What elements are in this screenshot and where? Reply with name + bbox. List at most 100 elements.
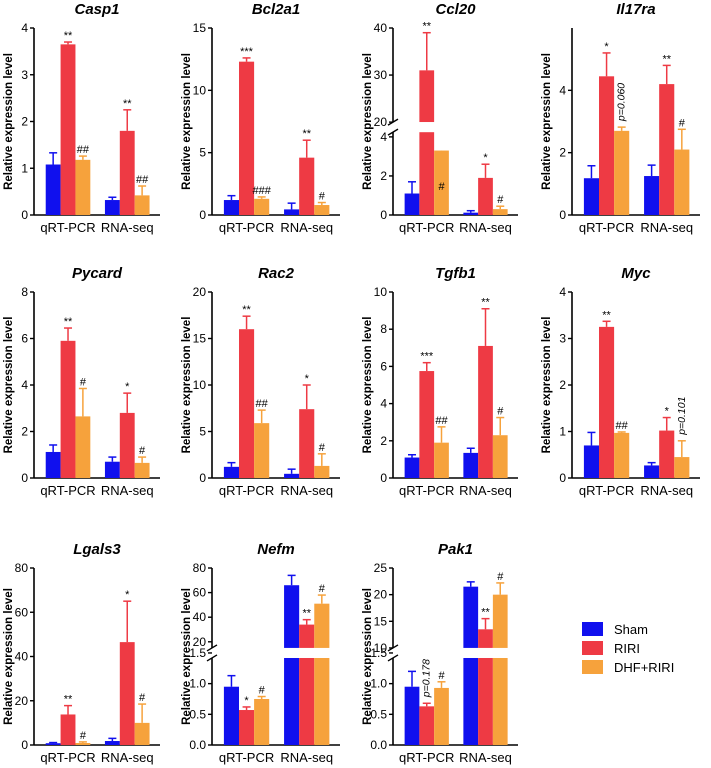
y-tick-label: 0 xyxy=(21,208,28,222)
x-category-label: qRT-PCR xyxy=(219,483,274,498)
legend-label-dhf-riri: DHF+RIRI xyxy=(614,660,674,675)
significance-label: * xyxy=(244,695,249,707)
y-tick-label: 2 xyxy=(380,434,387,448)
significance-label: ** xyxy=(64,30,73,42)
y-tick-label: 10 xyxy=(374,641,388,655)
bar-riri-rna-seq xyxy=(659,84,675,215)
x-category-label: qRT-PCR xyxy=(399,483,454,498)
y-tick-label: 8 xyxy=(21,285,28,299)
bar-dhf-riri-qrt-pcr xyxy=(254,423,270,478)
bar-dhf-riri-qrt-pcr xyxy=(254,198,270,215)
bar-break-gap xyxy=(491,647,509,658)
bar-break-gap xyxy=(313,647,331,658)
significance-label: ** xyxy=(123,98,132,110)
bar-riri-rna-seq-lower xyxy=(299,657,315,745)
significance-label: # xyxy=(80,730,87,742)
bar-riri-rna-seq xyxy=(119,642,135,745)
bar-sham-rna-seq xyxy=(284,209,300,215)
y-tick-label: 4 xyxy=(21,21,28,35)
x-category-label: qRT-PCR xyxy=(579,483,634,498)
x-category-label: RNA-seq xyxy=(640,220,693,235)
y-tick-label: 4 xyxy=(559,83,566,97)
chart-tgfb1: Tgfb1 Relative expression level 0 2 4 6 8 10 qRT… xyxy=(362,265,518,498)
bar-dhf-riri-rna-seq xyxy=(314,465,330,478)
bar-sham-qrt-pcr xyxy=(45,451,61,478)
y-tick-label: 2 xyxy=(21,425,28,439)
y-tick-label: 60 xyxy=(193,586,207,600)
bar-riri-rna-seq xyxy=(478,345,493,478)
bar-riri-rna-seq xyxy=(299,409,315,478)
significance-label: * xyxy=(665,406,670,418)
bar-dhf-riri-rna-seq xyxy=(674,457,690,478)
bar-riri-qrt-pcr xyxy=(599,326,615,478)
y-axis-label: Relative expression level xyxy=(3,317,15,454)
y-tick-label: 0 xyxy=(380,208,387,222)
y-tick-label: 10 xyxy=(374,285,388,299)
significance-label: * xyxy=(604,41,609,53)
bar-riri-qrt-pcr xyxy=(239,329,255,478)
legend-swatch-riri xyxy=(582,641,603,655)
significance-label: # xyxy=(438,181,445,193)
bar-riri-qrt-pcr xyxy=(419,70,435,123)
significance-label: ** xyxy=(302,128,311,140)
bar-sham-qrt-pcr xyxy=(404,686,420,745)
x-category-label: qRT-PCR xyxy=(579,220,634,235)
bar-riri-qrt-pcr xyxy=(60,44,76,215)
bar-break-gap xyxy=(477,647,494,658)
x-category-label: qRT-PCR xyxy=(219,750,274,765)
y-axis-label: Relative expression level xyxy=(3,588,15,725)
significance-label: ** xyxy=(481,297,490,309)
y-tick-label: 2 xyxy=(380,169,387,183)
y-axis-label: Relative expression level xyxy=(541,317,553,454)
bar-riri-qrt-pcr xyxy=(60,340,76,478)
bar-sham-rna-seq xyxy=(644,176,660,215)
significance-label: # xyxy=(139,445,146,457)
bar-riri-rna-seq xyxy=(299,157,315,215)
bar-dhf-riri-qrt-pcr xyxy=(614,130,630,215)
p-value-label: p=0.101 xyxy=(676,397,688,436)
significance-label: # xyxy=(319,191,326,203)
x-category-label: RNA-seq xyxy=(280,750,333,765)
bar-sham-rna-seq xyxy=(284,585,300,648)
y-tick-label: 10 xyxy=(193,378,207,392)
y-tick-label: 20 xyxy=(193,635,207,649)
y-axis-label: Relative expression level xyxy=(181,588,193,725)
y-tick-label: 1.0 xyxy=(189,677,206,691)
bar-sham-rna-seq-lower xyxy=(284,657,300,745)
significance-label: ** xyxy=(64,316,73,328)
x-category-label: RNA-seq xyxy=(101,750,154,765)
chart-title: Pak1 xyxy=(438,541,473,558)
chart-il17ra: Il17ra Relative expression level 0 2 4 qRT-PC… xyxy=(541,1,700,235)
bar-break-gap xyxy=(462,647,480,658)
y-tick-label: 1.5 xyxy=(189,646,206,660)
significance-label: # xyxy=(679,117,686,129)
y-tick-label: 10 xyxy=(193,83,207,97)
y-tick-label: 25 xyxy=(374,561,388,575)
y-tick-label: 0.5 xyxy=(370,707,387,721)
bar-dhf-riri-rna-seq xyxy=(134,462,150,478)
x-category-label: RNA-seq xyxy=(640,483,693,498)
bar-riri-rna-seq xyxy=(299,624,315,648)
y-tick-label: 8 xyxy=(380,322,387,336)
y-tick-label: 0 xyxy=(199,471,206,485)
chart-myc: Myc Relative expression level 0 1 2 3 4 qRT-PCR… xyxy=(541,265,700,498)
significance-label: ** xyxy=(602,309,611,321)
x-category-label: qRT-PCR xyxy=(399,750,454,765)
legend-label-sham: Sham xyxy=(614,622,648,637)
bar-dhf-riri-rna-seq-lower xyxy=(314,657,330,745)
bar-sham-rna-seq xyxy=(644,465,660,478)
x-category-label: qRT-PCR xyxy=(40,483,95,498)
y-tick-label: 4 xyxy=(380,130,387,144)
chart-title: Nefm xyxy=(257,541,295,558)
legend-swatch-sham xyxy=(582,622,603,636)
chart-title: Lgals3 xyxy=(73,541,121,558)
y-tick-label: 5 xyxy=(199,425,206,439)
axis-break-mark xyxy=(387,128,399,136)
y-tick-label: 80 xyxy=(15,561,29,575)
axis-break-mark xyxy=(387,654,399,662)
bar-riri-qrt-pcr xyxy=(239,710,255,745)
significance-label: ** xyxy=(481,607,490,619)
bar-sham-qrt-pcr xyxy=(223,686,240,745)
y-tick-label: 1 xyxy=(21,161,28,175)
